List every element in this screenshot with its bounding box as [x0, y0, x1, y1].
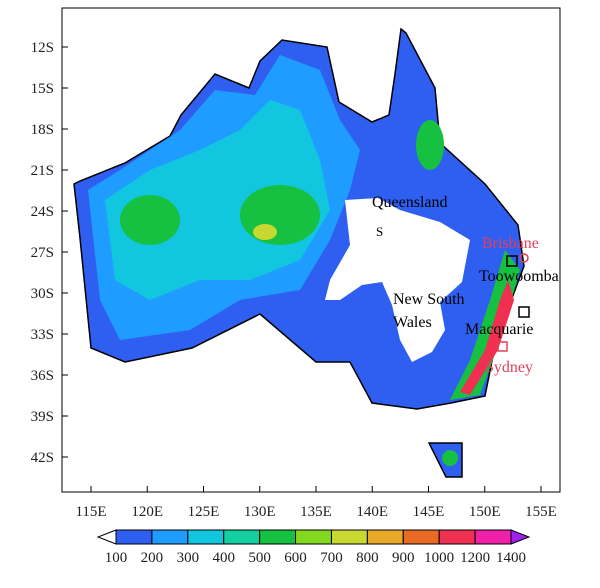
- region-label: Wales: [393, 314, 432, 331]
- marker: [519, 253, 529, 263]
- city-label: Toowoomba: [479, 268, 559, 285]
- lon-tick-label: 150E: [469, 504, 501, 520]
- axes: 12S 15S 18S 21S 24S 27S 30S 33S 36S 39S 42S 115E 120…: [31, 40, 557, 520]
- lat-tick-label: 30S: [31, 286, 54, 302]
- cyan-region: [105, 100, 330, 300]
- plot-frame: [61, 7, 561, 493]
- colorbar-box: [187, 529, 225, 545]
- lon-tick-label: 135E: [300, 504, 332, 520]
- colorbar-box: [115, 529, 153, 545]
- region-label: Queensland: [372, 194, 448, 211]
- colorbar-end: [510, 529, 531, 545]
- lat-tick-label: 12S: [31, 40, 54, 56]
- colorbar-label: 100: [105, 550, 128, 566]
- colorbar-label: 1400: [496, 550, 526, 566]
- colorbar-label: 500: [248, 550, 271, 566]
- green-region: [442, 450, 458, 466]
- marker: [497, 341, 508, 352]
- colorbar: 100 200 300 400 500 600 700 800 900 1000 1200 1400: [96, 529, 531, 566]
- colorbar-label: 1000: [424, 550, 454, 566]
- colorbar-box: [402, 529, 440, 545]
- green-region: [120, 195, 180, 245]
- lat-tick-label: 36S: [31, 368, 54, 384]
- colorbar-box: [438, 529, 476, 545]
- colorbar-label: 900: [392, 550, 415, 566]
- colorbar-end: [96, 529, 117, 545]
- region-label: S: [376, 224, 383, 239]
- colorbar-box: [366, 529, 404, 545]
- lon-tick-label: 140E: [356, 504, 388, 520]
- lat-tick-label: 15S: [31, 81, 54, 97]
- lat-tick-label: 27S: [31, 245, 54, 261]
- colorbar-box: [151, 529, 189, 545]
- lon-tick-label: 120E: [131, 504, 163, 520]
- lon-tick-label: 145E: [413, 504, 445, 520]
- lat-tick-label: 24S: [31, 204, 54, 220]
- city-label: Brisbane: [482, 235, 539, 252]
- lat-tick-label: 39S: [31, 409, 54, 425]
- colorbar-label: 700: [320, 550, 343, 566]
- green-region: [240, 185, 320, 245]
- colorbar-box: [330, 529, 368, 545]
- city-label: Macquarie: [465, 321, 533, 338]
- lat-tick-label: 33S: [31, 327, 54, 343]
- lon-tick-label: 130E: [244, 504, 276, 520]
- city-label: Sydney: [485, 359, 533, 376]
- colorbar-box: [295, 529, 332, 545]
- colorbar-label: 400: [212, 550, 235, 566]
- colorbar-label: 1200: [460, 550, 490, 566]
- white-region: [325, 198, 470, 362]
- region-label: New South: [393, 291, 465, 308]
- colorbar-box: [474, 529, 512, 545]
- colorbar-label: 200: [141, 550, 164, 566]
- colorbar-label: 600: [284, 550, 307, 566]
- colorbar-label: 300: [177, 550, 200, 566]
- marker: [518, 306, 530, 318]
- lon-tick-label: 125E: [188, 504, 220, 520]
- colorbar-label: 800: [356, 550, 379, 566]
- coast-band-red: [460, 280, 514, 395]
- lon-tick-label: 115E: [75, 504, 106, 520]
- green-region: [416, 120, 444, 170]
- yellow-region: [253, 224, 277, 240]
- colorbar-box: [259, 529, 297, 545]
- lat-tick-label: 18S: [31, 122, 54, 138]
- colorbar-box: [223, 529, 261, 545]
- lat-tick-label: 42S: [31, 450, 54, 466]
- lon-tick-label: 155E: [525, 504, 557, 520]
- marker: [506, 255, 518, 267]
- lat-tick-label: 21S: [31, 163, 54, 179]
- coast-band: [450, 250, 520, 400]
- contour-field: [73, 27, 525, 478]
